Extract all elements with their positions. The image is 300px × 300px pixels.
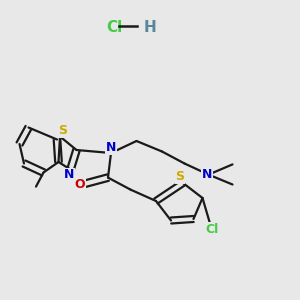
Text: N: N <box>106 141 116 154</box>
Text: Cl: Cl <box>205 223 218 236</box>
Text: S: S <box>58 124 68 137</box>
Text: Cl: Cl <box>106 20 123 34</box>
Text: N: N <box>202 168 212 181</box>
Text: O: O <box>75 178 86 191</box>
Text: S: S <box>176 170 184 184</box>
Text: H: H <box>144 20 157 34</box>
Text: N: N <box>64 168 74 182</box>
